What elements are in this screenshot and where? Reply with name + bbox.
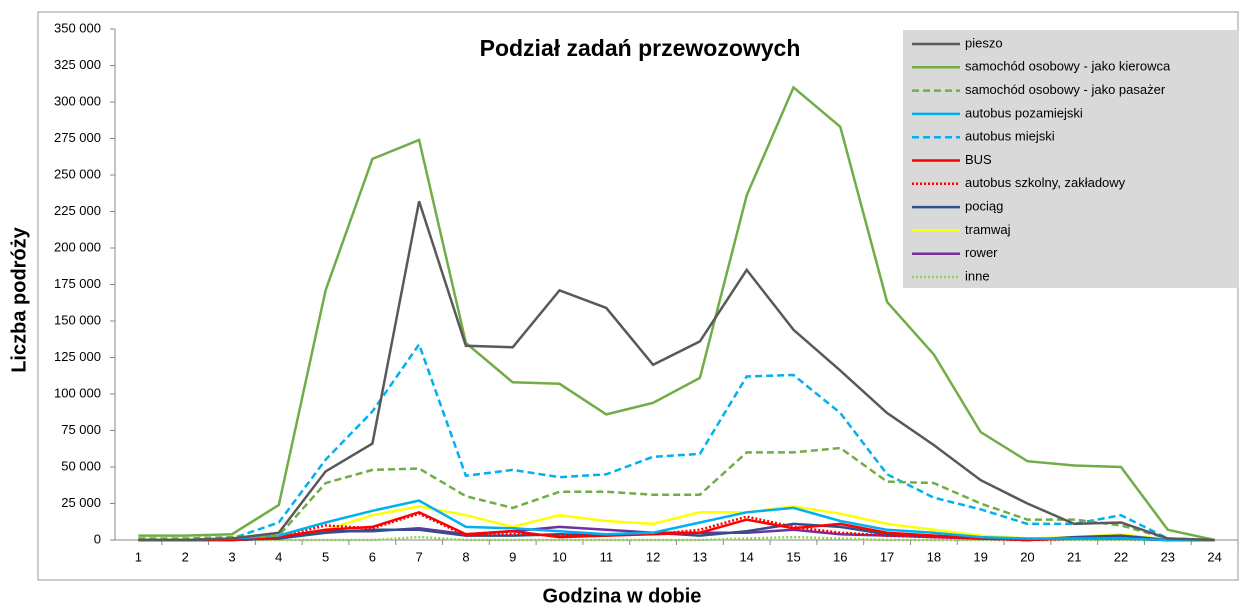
x-tick-label: 12 bbox=[646, 549, 660, 564]
y-tick-label: 25 000 bbox=[61, 495, 101, 510]
legend-label: pociąg bbox=[965, 199, 1003, 214]
series-line bbox=[138, 341, 1215, 542]
chart-title: Podział zadań przewozowych bbox=[480, 35, 801, 61]
x-tick-label: 14 bbox=[739, 549, 753, 564]
x-tick-label: 21 bbox=[1067, 549, 1081, 564]
legend-label: BUS bbox=[965, 152, 992, 167]
series-line bbox=[138, 85, 1215, 542]
y-tick-label: 50 000 bbox=[61, 458, 101, 473]
legend-label: autobus szkolny, zakładowy bbox=[965, 175, 1126, 190]
x-tick-label: 6 bbox=[369, 549, 376, 564]
x-tick-label: 19 bbox=[973, 549, 987, 564]
legend-label: inne bbox=[965, 268, 990, 283]
legend-label: tramwaj bbox=[965, 222, 1011, 237]
x-tick-label: 5 bbox=[322, 549, 329, 564]
legend-label: autobus pozamiejski bbox=[965, 105, 1083, 120]
x-tick-label: 10 bbox=[552, 549, 566, 564]
series-line bbox=[138, 446, 1215, 542]
x-tick-label: 2 bbox=[182, 549, 189, 564]
legend-label: pieszo bbox=[965, 35, 1003, 50]
x-tick-label: 3 bbox=[228, 549, 235, 564]
x-tick-label: 13 bbox=[693, 549, 707, 564]
x-tick-label: 18 bbox=[927, 549, 941, 564]
series-line bbox=[138, 200, 1215, 542]
y-tick-label: 275 000 bbox=[54, 130, 101, 145]
x-tick-label: 11 bbox=[600, 549, 614, 564]
x-tick-label: 17 bbox=[880, 549, 894, 564]
legend-box bbox=[903, 30, 1239, 288]
y-axis-title: Liczba podróży bbox=[8, 226, 30, 372]
x-tick-label: 1 bbox=[135, 549, 142, 564]
y-tick-label: 350 000 bbox=[54, 20, 101, 35]
x-tick-label: 9 bbox=[509, 549, 516, 564]
y-tick-label: 0 bbox=[94, 531, 101, 546]
y-tick-label: 250 000 bbox=[54, 166, 101, 181]
chart-border bbox=[37, 11, 1239, 581]
y-tick-label: 200 000 bbox=[54, 239, 101, 254]
legend-label: autobus miejski bbox=[965, 129, 1055, 144]
legend-label: samochód osobowy - jako pasażer bbox=[965, 82, 1166, 97]
y-tick-label: 175 000 bbox=[54, 276, 101, 291]
x-tick-label: 4 bbox=[275, 549, 282, 564]
x-tick-label: 20 bbox=[1020, 549, 1034, 564]
x-tick-label: 24 bbox=[1207, 549, 1221, 564]
legend-label: samochód osobowy - jako kierowca bbox=[965, 59, 1171, 74]
y-tick-label: 300 000 bbox=[54, 93, 101, 108]
series-line bbox=[138, 499, 1215, 542]
x-tick-label: 8 bbox=[462, 549, 469, 564]
y-tick-label: 225 000 bbox=[54, 203, 101, 218]
y-tick-label: 100 000 bbox=[54, 385, 101, 400]
x-tick-label: 7 bbox=[416, 549, 423, 564]
legend-label: rower bbox=[965, 245, 998, 260]
x-axis-title: Godzina w dobie bbox=[543, 585, 702, 607]
x-tick-label: 23 bbox=[1161, 549, 1175, 564]
y-tick-label: 125 000 bbox=[54, 349, 101, 364]
x-tick-label: 15 bbox=[786, 549, 800, 564]
x-tick-label: 22 bbox=[1114, 549, 1128, 564]
y-tick-label: 325 000 bbox=[54, 57, 101, 72]
y-tick-label: 150 000 bbox=[54, 312, 101, 327]
y-tick-label: 75 000 bbox=[61, 422, 101, 437]
x-tick-label: 16 bbox=[833, 549, 847, 564]
